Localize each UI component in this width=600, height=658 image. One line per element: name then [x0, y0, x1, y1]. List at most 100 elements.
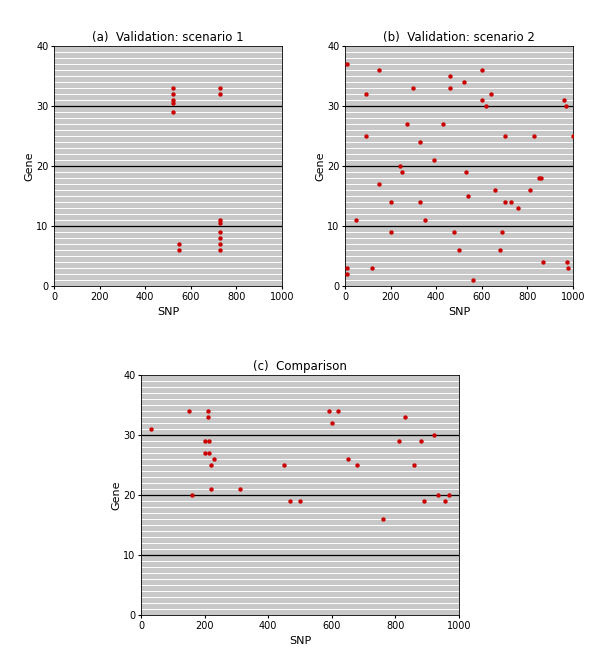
Title: (b)  Validation: scenario 2: (b) Validation: scenario 2 [383, 30, 535, 43]
Point [514, 203, 523, 213]
Point [491, 185, 500, 195]
Point [395, 161, 404, 172]
Point [352, 460, 362, 470]
Point [175, 239, 184, 249]
Point [525, 185, 535, 195]
Point [215, 239, 225, 249]
Point [438, 119, 448, 130]
Point [454, 245, 464, 255]
Point [209, 454, 219, 465]
Point [343, 59, 352, 69]
Point [429, 430, 439, 440]
Point [205, 448, 214, 459]
Point [486, 89, 496, 99]
Point [506, 197, 516, 207]
Point [168, 107, 178, 117]
Point [175, 245, 184, 255]
X-axis label: SNP: SNP [157, 307, 179, 317]
Point [374, 179, 384, 190]
Point [286, 496, 295, 507]
Point [203, 412, 212, 422]
Point [449, 227, 459, 238]
Point [468, 275, 478, 286]
Point [168, 95, 178, 105]
Point [215, 83, 225, 93]
Point [529, 131, 539, 141]
Point [146, 424, 155, 434]
X-axis label: SNP: SNP [448, 307, 470, 317]
Point [168, 98, 178, 109]
Point [539, 257, 548, 268]
Point [352, 215, 361, 226]
Point [397, 167, 407, 178]
Point [445, 490, 454, 501]
Point [536, 173, 546, 184]
Point [235, 484, 244, 494]
Point [500, 131, 509, 141]
Point [568, 131, 578, 141]
Point [343, 263, 352, 274]
Point [459, 77, 469, 88]
Point [343, 269, 352, 280]
Point [534, 173, 544, 184]
Point [445, 83, 455, 93]
Point [429, 155, 439, 165]
Point [419, 496, 429, 507]
Point [409, 83, 418, 93]
Point [215, 215, 225, 226]
Point [400, 412, 410, 422]
Point [434, 490, 443, 501]
Y-axis label: Gene: Gene [25, 151, 35, 181]
Point [563, 263, 573, 274]
Point [386, 227, 395, 238]
Point [374, 65, 384, 76]
Point [497, 227, 507, 238]
Point [168, 89, 178, 99]
Title: (c)  Comparison: (c) Comparison [253, 359, 347, 372]
Point [324, 406, 334, 417]
Point [280, 460, 289, 470]
Point [440, 496, 449, 507]
Point [215, 233, 225, 243]
Point [477, 65, 487, 76]
Point [187, 490, 197, 501]
Point [206, 460, 216, 470]
Point [410, 460, 419, 470]
Point [206, 484, 216, 494]
Point [295, 496, 305, 507]
Point [415, 137, 425, 147]
Point [500, 197, 509, 207]
Point [200, 448, 209, 459]
Y-axis label: Gene: Gene [316, 151, 326, 181]
Point [168, 83, 178, 93]
Point [562, 101, 571, 111]
Point [200, 436, 209, 446]
Point [563, 257, 572, 268]
Point [368, 263, 377, 274]
Point [205, 436, 214, 446]
Point [184, 406, 193, 417]
Point [334, 406, 343, 417]
Point [215, 89, 225, 99]
Title: (a)  Validation: scenario 1: (a) Validation: scenario 1 [92, 30, 244, 43]
Point [386, 197, 395, 207]
Point [215, 218, 225, 228]
Y-axis label: Gene: Gene [112, 480, 122, 510]
Point [343, 454, 353, 465]
Point [477, 95, 487, 105]
Point [215, 245, 225, 255]
Point [416, 436, 425, 446]
Point [415, 197, 425, 207]
Point [445, 71, 455, 82]
Point [361, 89, 370, 99]
Point [482, 101, 491, 111]
Point [378, 514, 388, 524]
Point [420, 215, 430, 226]
Point [327, 418, 337, 428]
Point [495, 245, 505, 255]
Point [461, 167, 470, 178]
X-axis label: SNP: SNP [289, 636, 311, 646]
Point [402, 119, 412, 130]
Point [463, 191, 473, 201]
Point [394, 436, 403, 446]
